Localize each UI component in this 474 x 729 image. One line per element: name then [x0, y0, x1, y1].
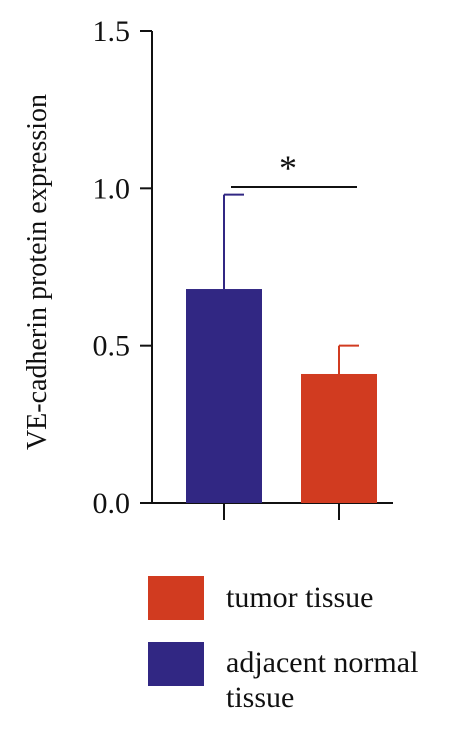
- legend: tumor tissue adjacent normal tissue: [148, 576, 418, 714]
- bar-tumor-tissue: [301, 373, 377, 503]
- legend-swatch: [148, 642, 204, 686]
- y-tick-label: 1.0: [93, 172, 131, 205]
- y-tick-label: 1.5: [93, 15, 131, 48]
- error-bars: [223, 193, 359, 374]
- legend-label: tumor tissue: [226, 581, 374, 614]
- y-tick-label: 0.5: [93, 330, 131, 363]
- legend-swatch: [148, 576, 204, 620]
- significance-star: *: [279, 148, 297, 188]
- legend-label: adjacent normal tissue: [226, 646, 418, 714]
- significance-annotation: *: [231, 148, 357, 188]
- y-tick-label: 0.0: [93, 487, 131, 520]
- y-axis-title: VE-cadherin protein expression: [22, 94, 53, 450]
- bars: [186, 289, 377, 503]
- axes: 0.0 0.5 1.0 1.5 VE-cadherin protein expressi…: [22, 15, 393, 520]
- bar-adjacent-normal-tissue: [186, 289, 262, 503]
